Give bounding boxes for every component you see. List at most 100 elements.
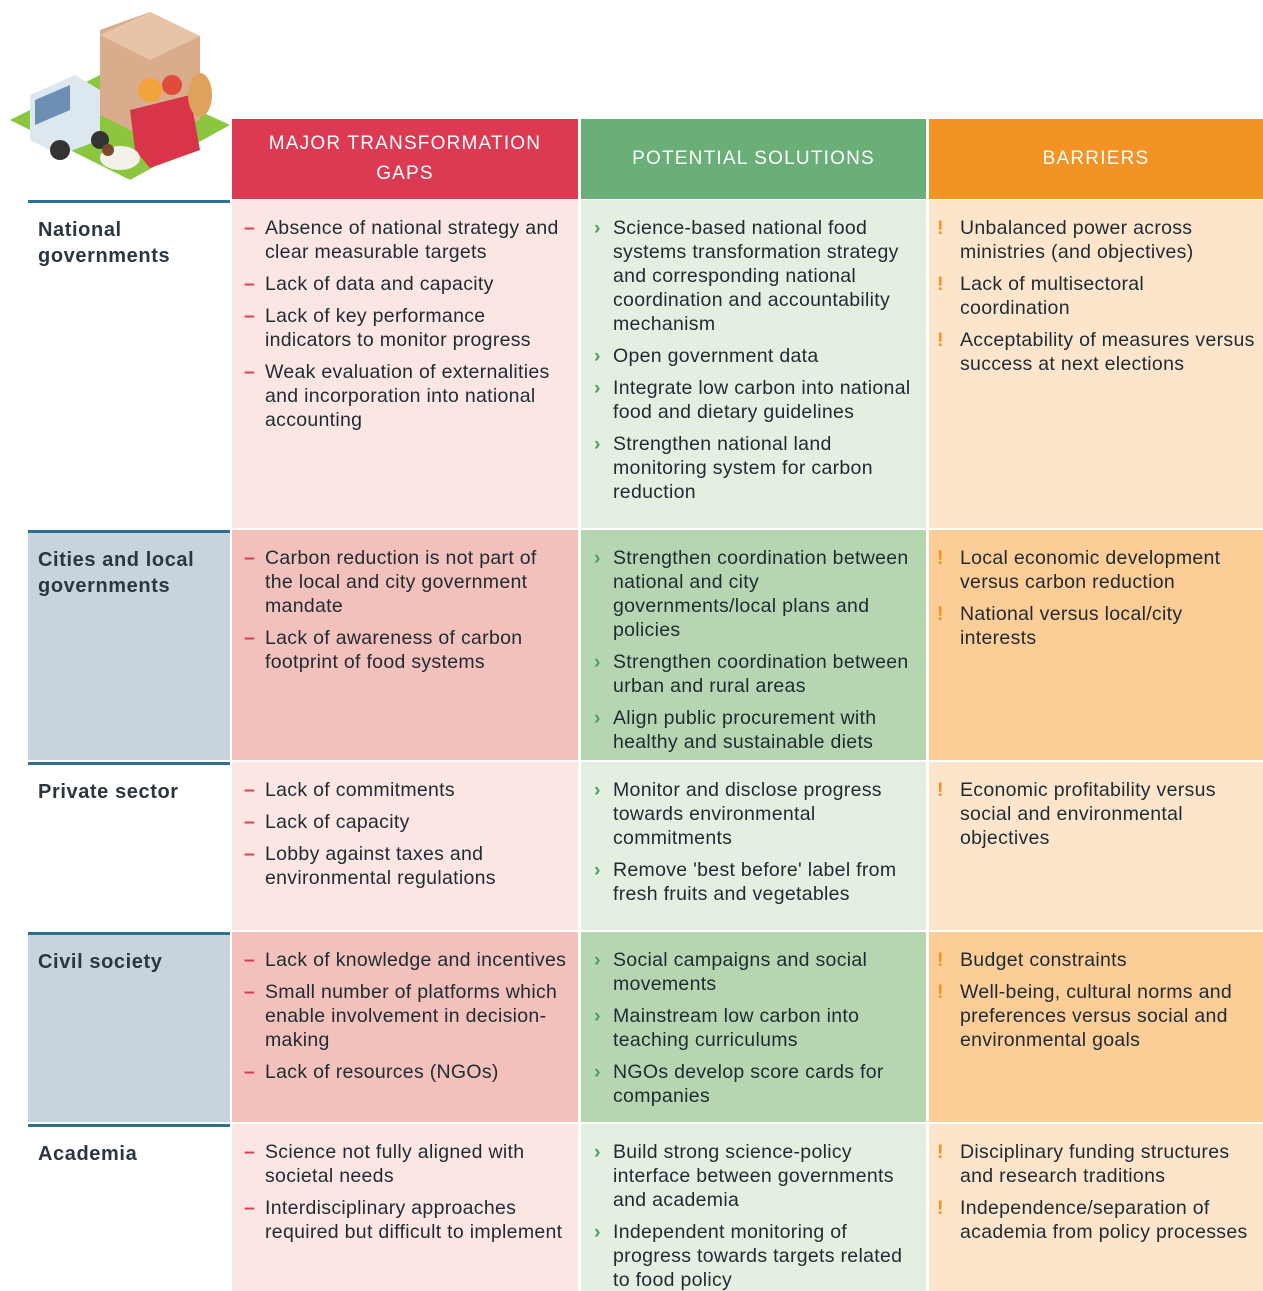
list-item: – Interdisciplinary approaches required b… [232,1196,570,1244]
bullet: – [244,843,256,865]
bullet: ! [937,779,944,801]
list-item: – Lack of key performance indicators to m… [232,304,570,352]
item-text: Absence of national strategy and clear m… [265,217,559,263]
cell: › Strengthen coordination between nationa… [581,530,926,760]
bullet: › [594,779,601,801]
item-text: Science-based national food systems tran… [613,217,899,335]
item-text: Lack of multisectoral coordination [960,273,1145,319]
list-item: – Lack of commitments [232,778,570,802]
cell: – Carbon reduction is not part of the loc… [232,530,578,760]
list-item: – Weak evaluation of externalities and in… [232,360,570,432]
bullet: – [244,1197,256,1219]
bullet: › [594,1005,601,1027]
list-item: ! Unbalanced power across ministries (and… [929,216,1255,264]
column-header: Barriers [929,119,1263,199]
bullet: › [594,377,601,399]
cell: › Science-based national food systems tra… [581,200,926,528]
list-item: ! Budget constraints [929,948,1255,972]
item-text: Strengthen national land monitoring syst… [613,433,873,503]
bullet: – [244,217,256,239]
item-text: Align public procurement with healthy an… [613,707,877,753]
list-item: › Mainstream low carbon into teaching cur… [581,1004,918,1052]
cell: › Monitor and disclose progress towards e… [581,762,926,930]
item-text: Science not fully aligned with societal … [265,1141,525,1187]
bullet: ! [937,1141,944,1163]
item-text: Small number of platforms which enable i… [265,981,558,1051]
bullet: – [244,361,256,383]
list-item: – Lack of knowledge and incentives [232,948,570,972]
list-item: – Lack of data and capacity [232,272,570,296]
bullet: › [594,651,601,673]
bullet: – [244,305,256,327]
item-text: Lack of awareness of carbon footprint of… [265,627,523,673]
bullet: – [244,1141,256,1163]
bullet: › [594,1141,601,1163]
item-text: Well-being, cultural norms and preferenc… [960,981,1233,1051]
item-text: Integrate low carbon into national food … [613,377,911,423]
bullet: › [594,345,601,367]
cell: ! Budget constraints! Well-being, cultural… [929,932,1263,1122]
list-item: – Carbon reduction is not part of the loc… [232,546,570,618]
item-text: Interdisciplinary approaches required bu… [265,1197,563,1243]
column-header: Major transformation gaps [232,119,578,199]
bullet: – [244,547,256,569]
cell: – Science not fully aligned with societal… [232,1124,578,1291]
item-text: Local economic development versus carbon… [960,547,1221,593]
row-label: Cities and local governments [28,530,230,760]
item-text: Independence/separation of academia from… [960,1197,1248,1243]
bullet: – [244,1061,256,1083]
item-text: Open government data [613,345,819,367]
bullet: ! [937,603,944,625]
bullet: – [244,949,256,971]
bullet: › [594,1221,601,1243]
item-text: Acceptability of measures versus success… [960,329,1255,375]
item-text: Lack of data and capacity [265,273,494,295]
cell: ! Unbalanced power across ministries (and… [929,200,1263,528]
item-text: Independent monitoring of progress towar… [613,1221,903,1291]
bullet: – [244,627,256,649]
bullet: › [594,217,601,239]
item-text: Lack of capacity [265,811,410,833]
cell: ! Disciplinary funding structures and res… [929,1124,1263,1291]
cell: – Absence of national strategy and clear … [232,200,578,528]
list-item: › Open government data [581,344,918,368]
list-item: › Social campaigns and social movements [581,948,918,996]
item-text: Remove 'best before' label from fresh fr… [613,859,897,905]
row-label: National governments [28,200,230,528]
item-text: Budget constraints [960,949,1127,971]
bullet: – [244,273,256,295]
bullet: ! [937,1197,944,1219]
cell: ! Economic profitability versus social an… [929,762,1263,930]
bullet: – [244,779,256,801]
item-text: Monitor and disclose progress towards en… [613,779,882,849]
item-text: Carbon reduction is not part of the loca… [265,547,537,617]
item-text: Strengthen coordination between urban an… [613,651,909,697]
list-item: › NGOs develop score cards for companies [581,1060,918,1108]
list-item: – Lack of awareness of carbon footprint o… [232,626,570,674]
list-item: ! Lack of multisectoral coordination [929,272,1255,320]
item-text: Weak evaluation of externalities and inc… [265,361,550,431]
item-text: Economic profitability versus social and… [960,779,1216,849]
cell: – Lack of commitments – Lack of capacity – Lo… [232,762,578,930]
bullet: ! [937,217,944,239]
bullet: › [594,1061,601,1083]
item-text: Mainstream low carbon into teaching curr… [613,1005,860,1051]
bullet: ! [937,547,944,569]
list-item: – Absence of national strategy and clear … [232,216,570,264]
list-item: › Monitor and disclose progress towards e… [581,778,918,850]
row-label: Academia [28,1124,230,1291]
row-label: Private sector [28,762,230,930]
cell: › Build strong science-policy interface b… [581,1124,926,1291]
list-item: ! Independence/separation of academia fro… [929,1196,1255,1244]
list-item: – Lobby against taxes and environmental r… [232,842,570,890]
list-item: – Science not fully aligned with societal… [232,1140,570,1188]
bullet: ! [937,329,944,351]
bullet: ! [937,981,944,1003]
list-item: – Small number of platforms which enable … [232,980,570,1052]
row-label: Civil society [28,932,230,1122]
item-text: Strengthen coordination between national… [613,547,909,641]
item-text: Disciplinary funding structures and rese… [960,1141,1230,1187]
list-item: › Remove 'best before' label from fresh f… [581,858,918,906]
column-header: Potential solutions [581,119,926,199]
